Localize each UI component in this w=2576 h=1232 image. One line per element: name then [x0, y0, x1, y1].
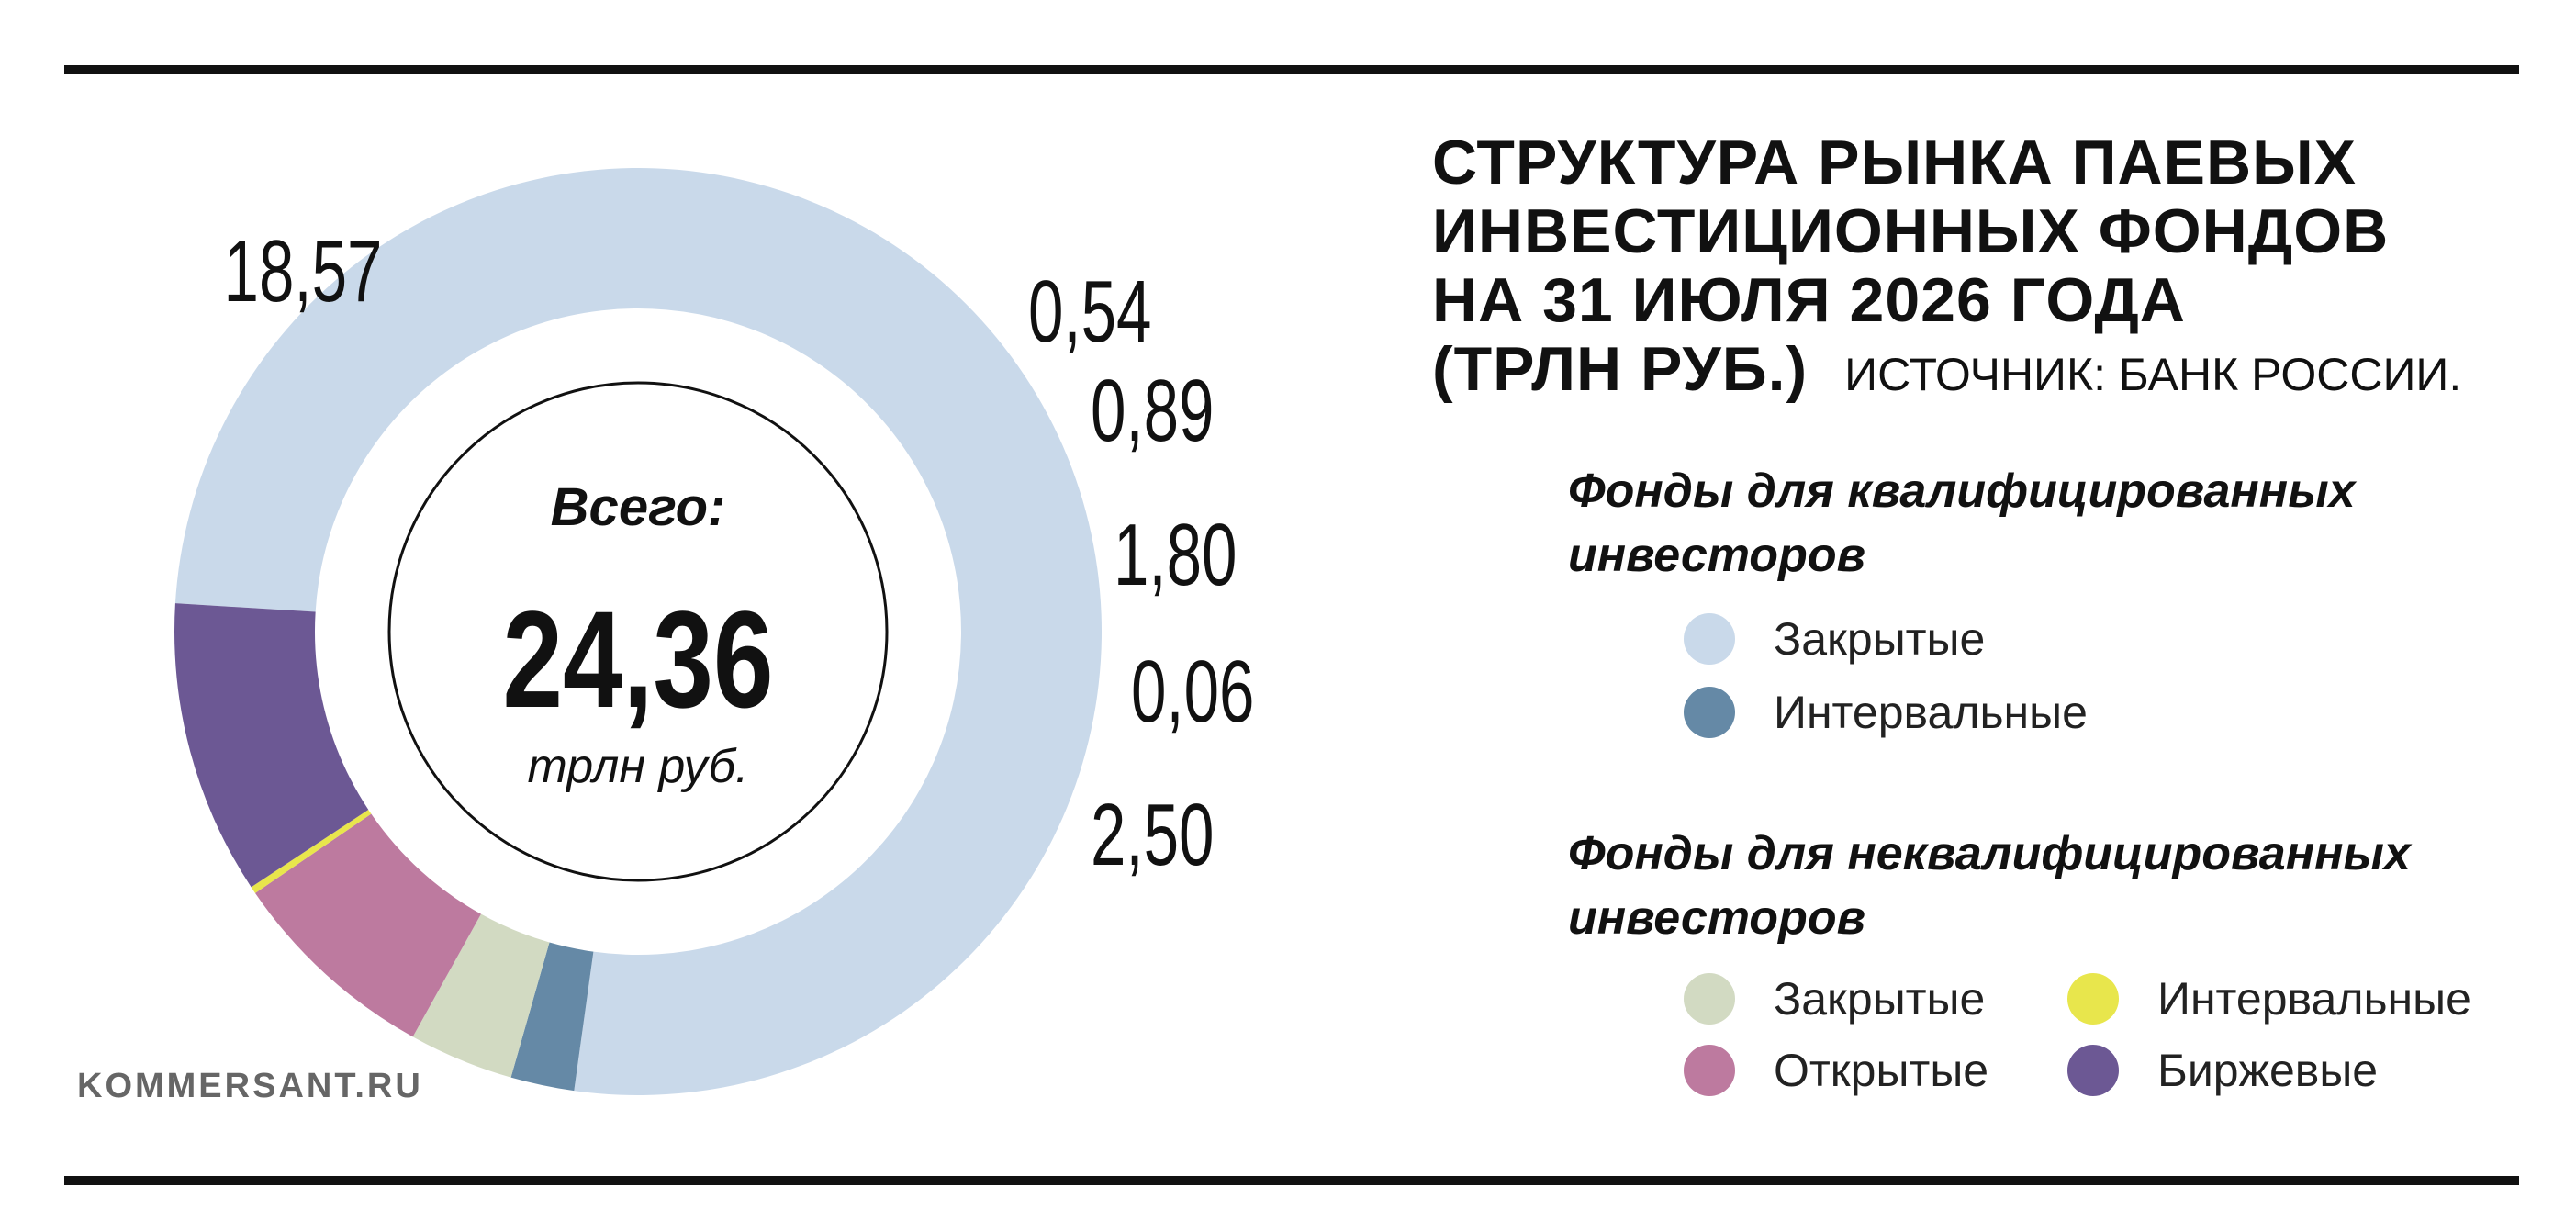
- center-total: 24,36: [503, 582, 774, 736]
- center-label: Всего:: [551, 477, 726, 537]
- center-circle: [387, 381, 889, 882]
- slice-labels: 18,57 0,540,89 1,80 0,06 2,50: [224, 221, 1255, 884]
- slice-label-4: 1,80: [1114, 505, 1237, 604]
- title-line-1: СТРУКТУРА РЫНКА ПАЕВЫХ: [1432, 128, 2358, 197]
- slice-label-3: 0,89: [1091, 361, 1214, 460]
- legend-dot-unqualified-closed: [1684, 973, 1735, 1025]
- source-note: ИСТОЧНИК: БАНК РОССИИ.: [1844, 349, 2462, 400]
- center-unit: трлн руб.: [528, 740, 749, 793]
- legend-label-unqualified-closed: Закрытые: [1774, 973, 1986, 1025]
- legend-item-unqualified-closed: Закрытые: [1684, 971, 1985, 1026]
- legend-group-qualified-title: Фонды для квалифицированных инвесторов: [1568, 465, 2356, 582]
- brand-logo-text: KOMMERSANT.RU: [77, 1067, 423, 1105]
- slice-label-1: 18,57: [224, 221, 383, 320]
- legend-dot-unqualified-interval: [2067, 973, 2119, 1025]
- legend-item-unqualified-open: Открытые: [1684, 1043, 1988, 1098]
- legend-label-unqualified-interval: Интервальные: [2157, 973, 2471, 1025]
- legend-item-unqualified-interval: Интервальные: [2067, 971, 2471, 1026]
- title-line-3: НА 31 ИЮЛЯ 2026 ГОДА: [1432, 265, 2186, 335]
- legend-dot-qualified-closed: [1684, 613, 1735, 665]
- legend-item-qualified-interval: Интервальные: [1684, 685, 2088, 740]
- title-line-4: (ТРЛН РУБ.) ИСТОЧНИК: БАНК РОССИИ.: [1432, 335, 2552, 409]
- title-line-2: ИНВЕСТИЦИОННЫХ ФОНДОВ: [1432, 196, 2390, 266]
- donut-slice-5: [251, 810, 372, 893]
- legend-group-unqualified-title: Фонды для неквалифицированных инвесторов: [1568, 827, 2411, 945]
- top-rule: [64, 65, 2519, 74]
- legend-label-qualified-interval: Интервальные: [1774, 687, 2088, 738]
- legend-label-qualified-closed: Закрытые: [1774, 613, 1986, 665]
- legend-label-unqualified-open: Открытые: [1774, 1045, 1989, 1096]
- legend-dot-unqualified-exchange: [2067, 1045, 2119, 1096]
- donut-chart: Всего: 24,36 трлн руб. 18,57 0,540,89 1,80…: [174, 168, 1255, 1096]
- donut-slice-2: [510, 942, 594, 1092]
- bottom-rule: [64, 1176, 2519, 1185]
- legend-dot-unqualified-open: [1684, 1045, 1735, 1096]
- donut-slice-4: [254, 813, 481, 1037]
- donut-slice-6: [174, 603, 369, 888]
- slice-label-2: 0,54: [1028, 262, 1151, 361]
- chart-title: СТРУКТУРА РЫНКА ПАЕВЫХ ИНВЕСТИЦИОННЫХ ФО…: [1432, 129, 2552, 409]
- donut-slices: [174, 168, 1103, 1096]
- donut-slice-3: [412, 913, 550, 1078]
- legend-label-unqualified-exchange: Биржевые: [2157, 1045, 2379, 1096]
- legend-dot-qualified-interval: [1684, 687, 1735, 738]
- slice-label-6: 2,50: [1091, 785, 1214, 884]
- donut-slice-1: [174, 168, 1103, 1096]
- title-line-4-text: (ТРЛН РУБ.): [1432, 334, 1809, 404]
- legend-item-qualified-closed: Закрытые: [1684, 611, 1985, 666]
- legend-item-unqualified-exchange: Биржевые: [2067, 1043, 2378, 1098]
- slice-label-5: 0,06: [1131, 642, 1254, 741]
